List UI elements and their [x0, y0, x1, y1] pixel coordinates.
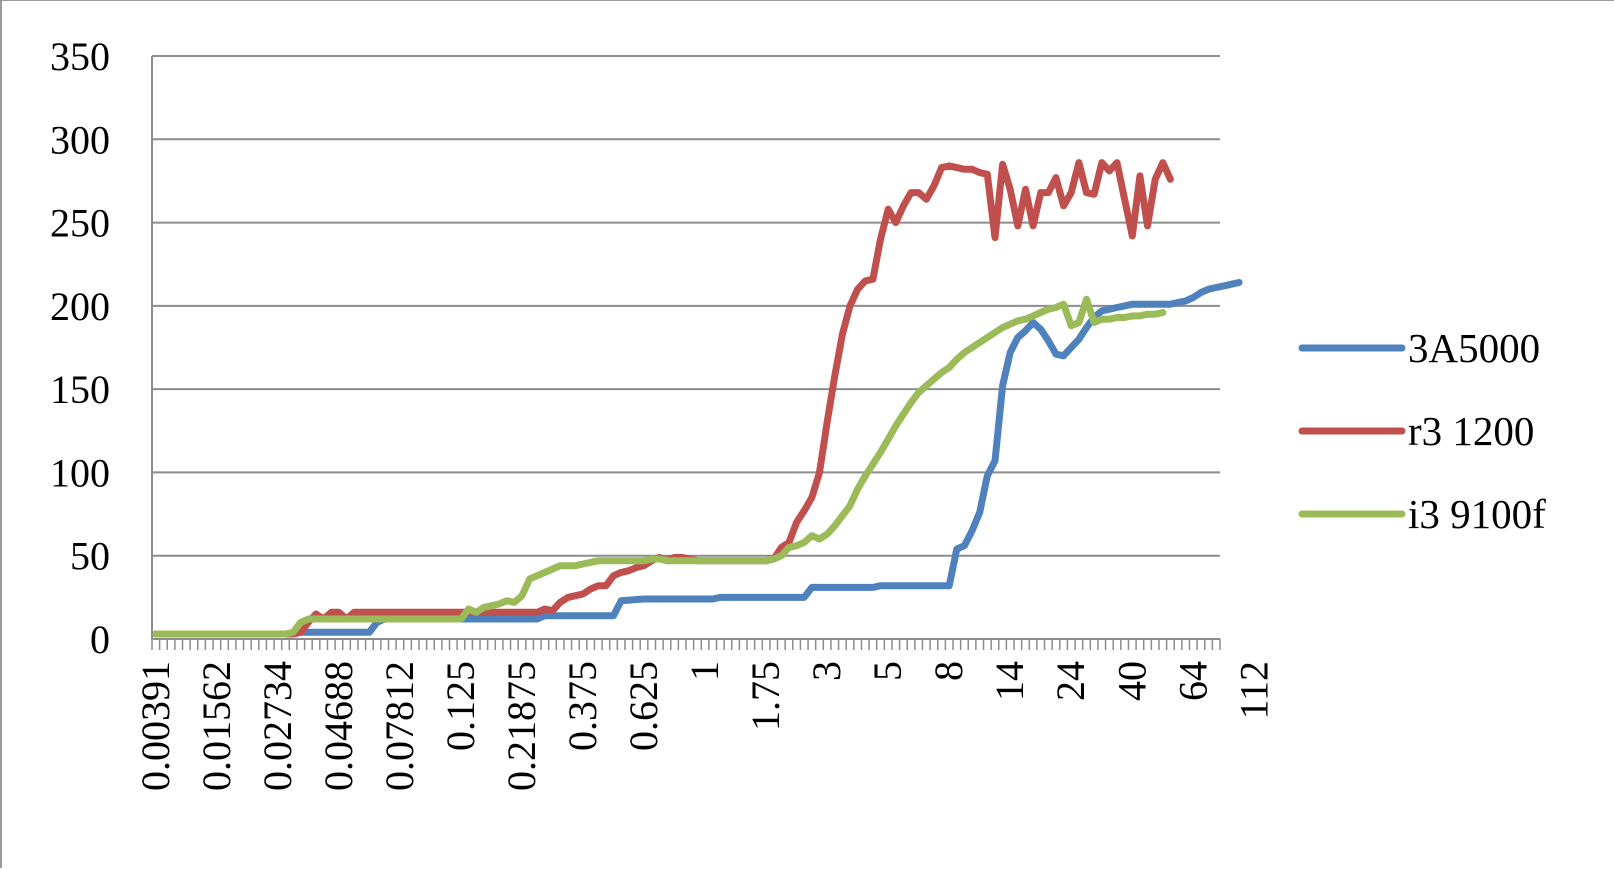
x-tick-label: 40	[1109, 661, 1154, 701]
x-axis-tick-labels: 0.00391 0.01562 0.02734 0.04688 0.07812 0.125…	[133, 661, 1277, 791]
x-tick-label: 0.625	[621, 661, 666, 751]
y-tick-label: 100	[50, 450, 110, 495]
x-tick-label: 0.01562	[194, 661, 239, 791]
y-tick-label: 200	[50, 284, 110, 329]
x-tick-label: 3	[804, 661, 849, 681]
y-tick-label: 150	[50, 367, 110, 412]
x-tick-label: 64	[1170, 661, 1215, 701]
legend: 3A5000 r3 1200 i3 9100f	[1298, 325, 1546, 537]
x-tick-label: 0.125	[438, 661, 483, 751]
x-tick-label: 0.00391	[133, 661, 178, 791]
y-tick-label: 350	[50, 34, 110, 79]
x-tick-label: 1.75	[743, 661, 788, 731]
grid-lines	[152, 55, 1220, 557]
y-tick-label: 50	[70, 534, 110, 579]
series-line-2	[152, 295, 1167, 638]
x-tick-label: 5	[865, 661, 910, 681]
y-axis-tick-labels: 0 50 100 150 200 250 300 350	[50, 34, 110, 662]
y-tick-label: 300	[50, 117, 110, 162]
axes	[151, 56, 1221, 650]
x-tick-label: 0.21875	[499, 661, 544, 791]
x-tick-label: 0.02734	[255, 661, 300, 791]
y-tick-label: 0	[90, 617, 110, 662]
series-line-0	[152, 279, 1243, 638]
x-tick-label: 14	[987, 661, 1032, 701]
x-tick-label: 112	[1231, 661, 1276, 720]
x-tick-label: 0.04688	[316, 661, 361, 791]
legend-label: i3 9100f	[1408, 491, 1546, 537]
x-tick-label: 0.375	[560, 661, 605, 751]
y-tick-label: 250	[50, 201, 110, 246]
legend-label: 3A5000	[1408, 325, 1540, 371]
series-line-1	[152, 159, 1174, 638]
x-tick-label: 1	[682, 661, 727, 681]
x-tick-label: 0.07812	[377, 661, 422, 791]
x-tick-label: 24	[1048, 661, 1093, 701]
data-series	[152, 159, 1243, 638]
x-tick-label: 8	[926, 661, 971, 681]
legend-label: r3 1200	[1408, 408, 1534, 454]
